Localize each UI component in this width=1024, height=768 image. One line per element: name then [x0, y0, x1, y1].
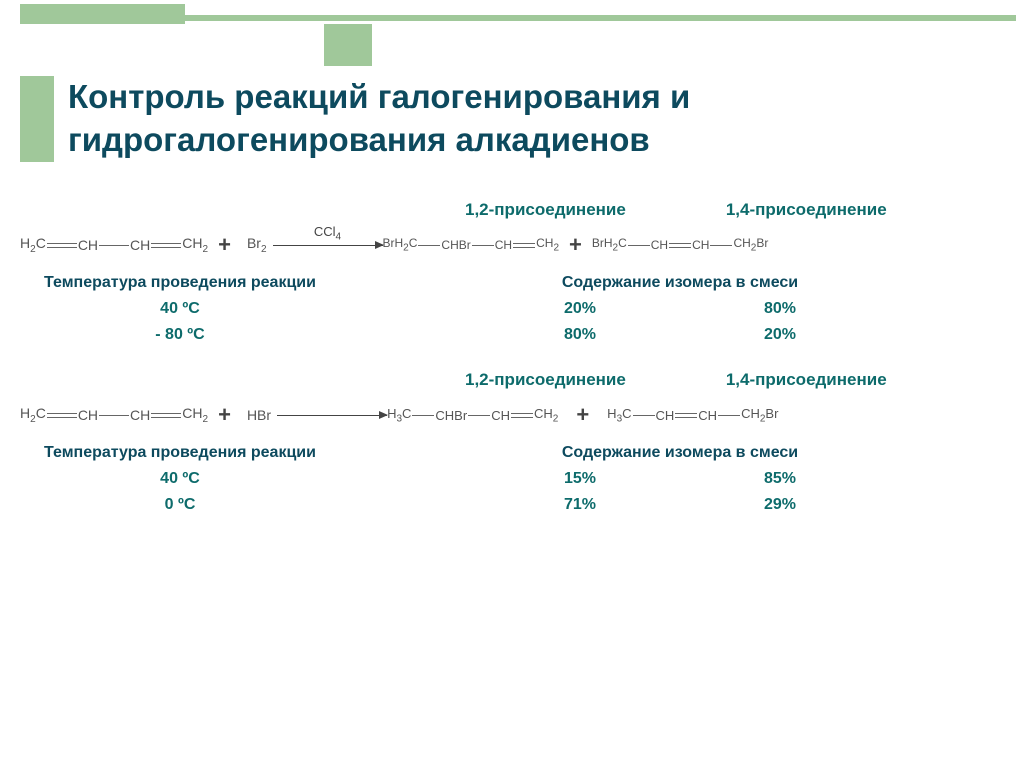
isomer1-value: 20%: [480, 300, 680, 318]
table-row: - 80 ºC 80% 20%: [40, 326, 1024, 344]
temp-value: 0 ºC: [40, 496, 320, 514]
temp-header: Температура проведения реакции: [40, 444, 320, 462]
label-12-addition: 1,2-присоединение: [465, 200, 626, 220]
reaction1-product-14: BrH2CCHCHCH2Br: [592, 236, 769, 253]
reaction2-arrow: [277, 400, 387, 430]
reaction1-starting-material: H2CCHCHCH2: [20, 235, 208, 255]
reaction1-reagent: Br2: [247, 235, 267, 255]
isomer2-value: 29%: [680, 496, 880, 514]
reaction2-equation: H2CCHCHCH2 + HBr H3CCHBrCHCH2 + H3CCHCHC…: [0, 400, 1024, 430]
title-block: Контроль реакций галогенирования и гидро…: [64, 76, 994, 162]
isomer2-value: 85%: [680, 470, 880, 488]
reaction2-data-table: Температура проведения реакции Содержани…: [0, 444, 1024, 514]
deco-bar-1: [20, 4, 185, 24]
table-header-row: Температура проведения реакции Содержани…: [40, 274, 1024, 292]
title-accent-bar: [20, 76, 54, 162]
table-row: 40 ºC 15% 85%: [40, 470, 1024, 488]
reaction2-product-12: H3CCHBrCHCH2: [387, 406, 558, 425]
plus-sign: +: [569, 232, 582, 258]
slide-decoration: [0, 0, 1024, 62]
deco-bar-2: [146, 15, 1016, 21]
isomer1-value: 71%: [480, 496, 680, 514]
table-header-row: Температура проведения реакции Содержани…: [40, 444, 1024, 462]
page-title: Контроль реакций галогенирования и гидро…: [64, 76, 994, 162]
temp-value: 40 ºC: [40, 300, 320, 318]
table-row: 40 ºC 20% 80%: [40, 300, 1024, 318]
reaction1-product-12: BrH2CCHBrCHCH2: [383, 236, 560, 253]
isomer1-value: 15%: [480, 470, 680, 488]
temp-value: - 80 ºC: [40, 326, 320, 344]
reaction1-addition-labels: 1,2-присоединение 1,4-присоединение: [0, 200, 1024, 220]
label-12-addition: 1,2-присоединение: [465, 370, 626, 390]
reaction1-arrow: CCl4: [273, 230, 383, 260]
temp-header: Температура проведения реакции: [40, 274, 320, 292]
plus-sign: +: [218, 232, 231, 258]
reaction1-equation: H2CCHCHCH2 + Br2 CCl4 BrH2CCHBrCHCH2 + B…: [0, 230, 1024, 260]
deco-block: [324, 24, 372, 66]
temp-value: 40 ºC: [40, 470, 320, 488]
table-row: 0 ºC 71% 29%: [40, 496, 1024, 514]
content-area: 1,2-присоединение 1,4-присоединение H2CC…: [0, 200, 1024, 540]
label-14-addition: 1,4-присоединение: [726, 370, 887, 390]
reaction2-addition-labels: 1,2-присоединение 1,4-присоединение: [0, 370, 1024, 390]
plus-sign: +: [218, 402, 231, 428]
mix-header: Содержание изомера в смеси: [480, 274, 880, 292]
label-14-addition: 1,4-присоединение: [726, 200, 887, 220]
isomer2-value: 80%: [680, 300, 880, 318]
isomer2-value: 20%: [680, 326, 880, 344]
reaction2-reagent: HBr: [247, 407, 271, 423]
isomer1-value: 80%: [480, 326, 680, 344]
mix-header: Содержание изомера в смеси: [480, 444, 880, 462]
reaction2-product-14: H3CCHCHCH2Br: [607, 406, 778, 425]
plus-sign: +: [576, 402, 589, 428]
reaction2-starting-material: H2CCHCHCH2: [20, 405, 208, 425]
reaction1-data-table: Температура проведения реакции Содержани…: [0, 274, 1024, 344]
